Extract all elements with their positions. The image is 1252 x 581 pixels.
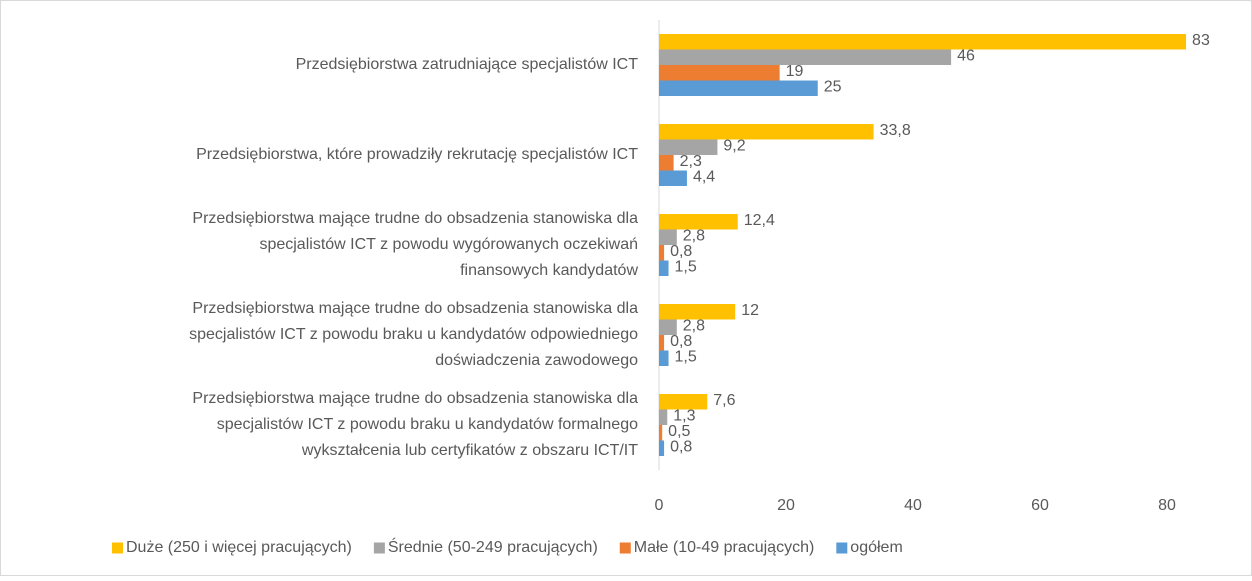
value-label: 25: [824, 78, 842, 95]
bar: [659, 49, 952, 65]
bar: [659, 229, 677, 245]
bar: [659, 34, 1187, 50]
value-label: 83: [1192, 32, 1210, 49]
legend-swatch: [836, 542, 848, 554]
y-tick-label: Przedsiębiorstwa mające trudne do obsadz…: [189, 300, 638, 369]
bar: [659, 440, 665, 456]
bar: [659, 214, 738, 230]
bar: [659, 139, 718, 155]
bar: [659, 155, 674, 171]
y-tick-label-line: wykształcenia lub certyfikatów z obszaru…: [301, 442, 638, 459]
value-label: 19: [786, 63, 804, 80]
value-label: 4,4: [693, 168, 715, 185]
y-tick-label-line: Przedsiębiorstwa mające trudne do obsadz…: [192, 300, 638, 317]
y-tick-label-line: Przedsiębiorstwa zatrudniające specjalis…: [296, 56, 639, 73]
legend-label: Małe (10-49 pracujących): [634, 539, 815, 556]
value-label: 0,8: [670, 438, 692, 455]
value-label: 0,8: [670, 333, 692, 350]
bar: [659, 425, 663, 441]
bar: [659, 409, 668, 425]
legend-swatch: [619, 542, 631, 554]
y-tick-label-line: doświadczenia zawodowego: [435, 352, 638, 369]
value-label: 0,8: [670, 243, 692, 260]
value-label: 1,5: [675, 348, 697, 365]
legend-swatch: [373, 542, 385, 554]
y-tick-label-line: specjalistów ICT z powodu braku u kandyd…: [189, 326, 638, 343]
bar: [659, 335, 665, 351]
bar: [659, 80, 818, 96]
value-label: 33,8: [880, 122, 911, 139]
y-tick-label: Przedsiębiorstwa zatrudniające specjalis…: [296, 56, 639, 73]
value-label: 1,5: [675, 258, 697, 275]
x-tick-label: 80: [1158, 497, 1176, 514]
bar: [659, 350, 669, 366]
value-label: 2,3: [680, 153, 702, 170]
bar: [659, 245, 665, 261]
x-tick-label: 20: [777, 497, 795, 514]
x-tick-label: 60: [1031, 497, 1049, 514]
y-tick-label: Przedsiębiorstwa mające trudne do obsadz…: [192, 210, 638, 279]
legend-label: Średnie (50-249 pracujących): [388, 537, 598, 556]
y-tick-label: Przedsiębiorstwa, które prowadziły rekru…: [196, 146, 638, 163]
legend-swatch: [112, 542, 123, 554]
value-label: 46: [957, 47, 975, 64]
y-tick-label: Przedsiębiorstwa mające trudne do obsadz…: [192, 390, 638, 459]
value-label: 9,2: [723, 137, 745, 154]
value-label: 2,8: [683, 227, 705, 244]
x-tick-label: 40: [904, 497, 922, 514]
value-label: 2,8: [683, 317, 705, 334]
value-label: 1,3: [673, 407, 695, 424]
bar: [659, 124, 874, 140]
y-tick-label-line: finansowych kandydatów: [460, 262, 638, 279]
bar: [659, 65, 780, 81]
value-label: 7,6: [713, 392, 735, 409]
bar: [659, 319, 677, 335]
x-tick-label: 0: [655, 497, 664, 514]
legend-label: Duże (250 i więcej pracujących): [126, 539, 352, 556]
bar: [659, 260, 669, 276]
y-tick-label-line: specjalistów ICT z powodu wygórowanych o…: [259, 236, 638, 253]
y-tick-label-line: specjalistów ICT z powodu braku u kandyd…: [217, 416, 638, 433]
value-label: 12: [741, 302, 759, 319]
y-tick-label-line: Przedsiębiorstwa, które prowadziły rekru…: [196, 146, 638, 163]
bar: [659, 304, 736, 320]
value-label: 0,5: [668, 423, 690, 440]
legend-label: ogółem: [850, 539, 902, 556]
bar: [659, 394, 708, 410]
value-label: 12,4: [744, 212, 775, 229]
bar: [659, 170, 687, 186]
y-tick-label-line: Przedsiębiorstwa mające trudne do obsadz…: [192, 210, 638, 227]
y-tick-label-line: Przedsiębiorstwa mające trudne do obsadz…: [192, 390, 638, 407]
